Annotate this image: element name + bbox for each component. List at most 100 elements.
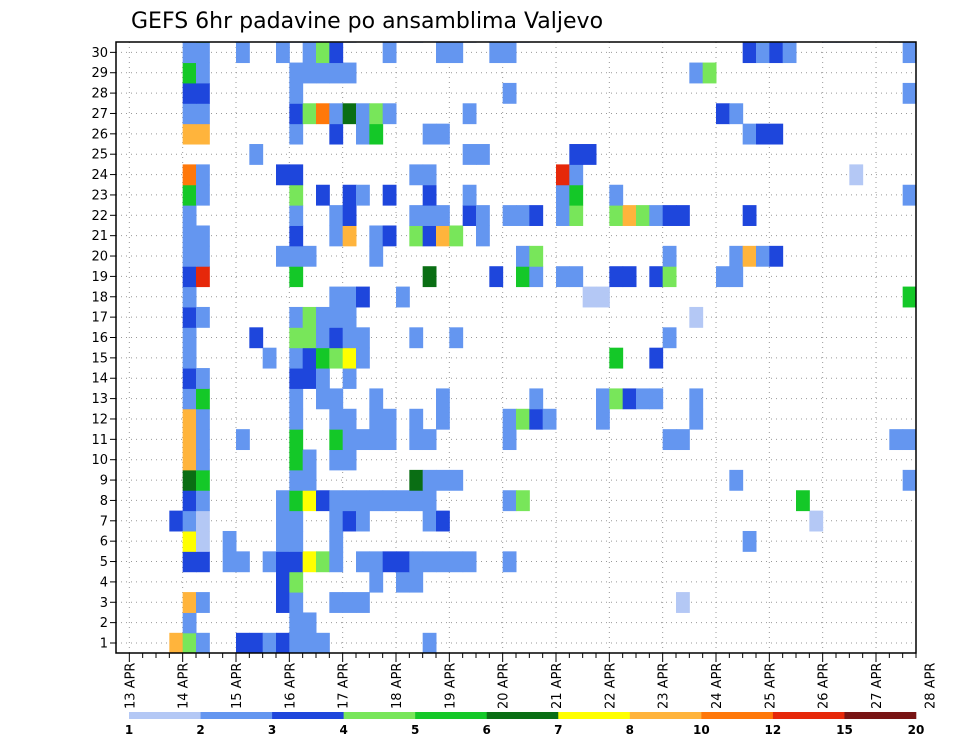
heatmap-cell <box>609 347 624 369</box>
heatmap-cell <box>382 490 397 512</box>
y-tick-label: 20 <box>91 250 108 265</box>
heatmap-cell <box>449 327 464 349</box>
colorbar-label: 10 <box>693 723 710 737</box>
heatmap-cell <box>276 490 290 512</box>
heatmap-cell <box>556 266 570 288</box>
heatmap-cell <box>529 266 544 288</box>
heatmap-cell <box>196 306 210 328</box>
heatmap-cell <box>289 205 304 226</box>
heatmap-cell <box>182 592 197 613</box>
heatmap-cell <box>342 184 357 206</box>
heatmap-cell <box>502 490 517 512</box>
heatmap-cell <box>436 42 450 64</box>
heatmap-cell <box>182 327 197 349</box>
heatmap-cell <box>396 286 410 308</box>
heatmap-cell <box>302 612 317 634</box>
heatmap-cell <box>289 123 304 145</box>
heatmap-cell <box>422 266 437 288</box>
heatmap-cell <box>196 184 210 206</box>
heatmap-cell <box>502 205 517 226</box>
heatmap-cell <box>556 184 570 206</box>
heatmap-cell <box>182 490 197 512</box>
heatmap-cell <box>289 571 304 593</box>
heatmap-cell <box>182 184 197 206</box>
heatmap-cell <box>316 103 330 125</box>
colorbar-swatch <box>844 712 917 719</box>
heatmap-cell <box>742 42 757 64</box>
heatmap-cell <box>529 408 544 430</box>
y-tick-label: 18 <box>91 290 108 305</box>
heatmap-cell <box>409 164 424 186</box>
heatmap-cell <box>289 429 304 451</box>
heatmap-cell <box>289 266 304 288</box>
heatmap-cell <box>289 551 304 573</box>
heatmap-cell <box>582 144 597 165</box>
heatmap-cell <box>369 388 384 410</box>
heatmap-cell <box>289 62 304 84</box>
y-tick-label: 5 <box>100 555 108 570</box>
heatmap-cell <box>302 327 317 349</box>
heatmap-cell <box>462 551 477 573</box>
heatmap-cell <box>276 245 290 267</box>
heatmap-cell <box>449 469 464 491</box>
y-tick-label: 25 <box>91 148 108 163</box>
heatmap-cell <box>516 408 530 430</box>
heatmap-cell <box>196 388 210 410</box>
x-tick-label: 27 APR <box>870 663 885 709</box>
y-tick-label: 1 <box>100 637 108 652</box>
heatmap-cell <box>369 408 384 430</box>
heatmap-cell <box>249 632 264 654</box>
heatmap-cell <box>382 408 397 430</box>
heatmap-cell <box>182 286 197 308</box>
heatmap-cell <box>276 632 290 654</box>
heatmap-cell <box>369 429 384 451</box>
colorbar-swatch <box>200 712 273 719</box>
heatmap-cell <box>289 245 304 267</box>
heatmap-cell <box>302 42 317 64</box>
heatmap-cell <box>169 510 184 532</box>
heatmap-cell <box>409 551 424 573</box>
heatmap-cell <box>276 551 290 573</box>
heatmap-cell <box>236 632 250 654</box>
heatmap-cell <box>649 266 664 288</box>
x-tick-label: 20 APR <box>497 663 512 709</box>
heatmap-cell <box>182 510 197 532</box>
heatmap-cell <box>676 429 690 451</box>
heatmap-cell <box>636 388 650 410</box>
colorbar-label: 8 <box>626 723 634 737</box>
heatmap-cell <box>276 42 290 64</box>
y-tick-label: 24 <box>91 168 108 183</box>
heatmap-cell <box>342 490 357 512</box>
y-tick-label: 2 <box>100 616 108 631</box>
heatmap-cell <box>449 551 464 573</box>
heatmap-cell <box>182 388 197 410</box>
heatmap-cell <box>569 184 584 206</box>
heatmap-cell <box>409 490 424 512</box>
colorbar-swatch <box>486 712 559 719</box>
heatmap-cell <box>182 266 197 288</box>
heatmap-cell <box>196 530 210 552</box>
heatmap-cell <box>342 347 357 369</box>
heatmap-cell <box>262 347 277 369</box>
heatmap-cell <box>756 245 770 267</box>
heatmap-cell <box>356 103 370 125</box>
heatmap-cell <box>436 205 450 226</box>
heatmap-cell <box>329 592 344 613</box>
heatmap-cell <box>596 388 610 410</box>
y-tick-label: 15 <box>91 351 108 366</box>
heatmap-cell <box>636 205 650 226</box>
heatmap-cell <box>396 490 410 512</box>
heatmap-cell <box>622 266 637 288</box>
heatmap-cell <box>196 592 210 613</box>
heatmap-cell <box>422 205 437 226</box>
heatmap-cell <box>382 551 397 573</box>
heatmap-cell <box>422 490 437 512</box>
x-tick-label: 17 APR <box>337 663 352 709</box>
heatmap-cell <box>316 368 330 389</box>
heatmap-cell <box>289 469 304 491</box>
heatmap-cell <box>302 245 317 267</box>
heatmap-cell <box>449 225 464 247</box>
heatmap-cell <box>316 306 330 328</box>
colorbar-label: 6 <box>483 723 491 737</box>
heatmap-cell <box>356 327 370 349</box>
